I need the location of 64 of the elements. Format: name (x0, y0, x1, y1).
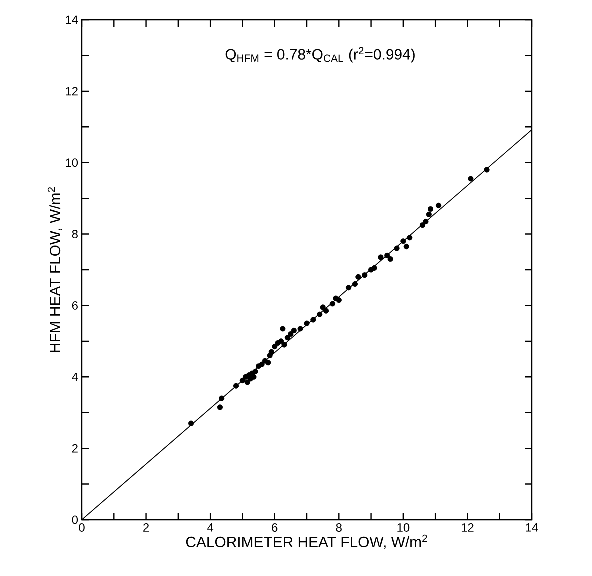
point (278, 338, 284, 344)
x-tick-label: 0 (79, 524, 85, 532)
point (266, 360, 272, 366)
point (428, 206, 434, 212)
point (384, 252, 390, 259)
point (330, 301, 336, 307)
y-tick-label: 2 (72, 444, 78, 453)
point (188, 420, 194, 426)
point (304, 320, 310, 326)
point (219, 396, 225, 402)
point (298, 326, 304, 332)
y-tick-label: 6 (72, 301, 78, 310)
y-tick-label: 8 (72, 230, 78, 239)
x-axis-title: CALORIMETER HEAT FLOW, W/m$^{2}$ (186, 534, 428, 550)
y-tick-label: 12 (66, 87, 78, 96)
point (352, 281, 358, 288)
x-tick-label: 4 (208, 524, 214, 532)
point (394, 246, 400, 252)
point (423, 218, 429, 225)
point (404, 244, 410, 250)
point (233, 383, 240, 389)
y-tick-label: 4 (72, 373, 78, 382)
point (280, 326, 286, 332)
point (252, 368, 258, 375)
point (291, 328, 297, 334)
x-tick-label: 12 (462, 524, 474, 532)
point (346, 285, 352, 291)
y-tick-label: 10 (66, 158, 78, 168)
point (251, 374, 257, 380)
point (388, 256, 394, 262)
y-axis-title: HFM HEAT FLOW, W/m$^{2}$ (48, 187, 62, 352)
x-tick-label: 14 (526, 524, 538, 532)
x-tick-label: 2 (144, 524, 150, 532)
point (356, 274, 362, 280)
point (268, 349, 274, 355)
point (317, 312, 323, 318)
y-tick-label: 0 (72, 516, 78, 524)
point (310, 317, 316, 323)
x-tick-label: 8 (336, 524, 342, 532)
point (259, 362, 265, 368)
point (378, 254, 384, 260)
point (217, 404, 224, 410)
point (400, 238, 406, 244)
point (426, 212, 432, 218)
point (372, 265, 378, 272)
point (436, 202, 442, 209)
point (407, 235, 413, 241)
point (420, 222, 426, 228)
point (272, 344, 278, 350)
y-tick-label: 14 (66, 16, 78, 24)
x-tick-label: 6 (272, 524, 278, 532)
point (240, 378, 246, 384)
point (288, 331, 294, 338)
point (323, 308, 330, 314)
point (244, 380, 250, 386)
point (320, 304, 326, 310)
x-tick-label: 10 (398, 524, 410, 532)
point (336, 298, 342, 304)
point (468, 176, 474, 182)
point (282, 342, 288, 348)
point (362, 272, 368, 278)
point (284, 335, 291, 341)
annotation: Q$_{HFM}$ = 0.78*Q$_{CAL}$ (r$^{2}$=0.994) (226, 47, 415, 63)
point (484, 167, 490, 173)
